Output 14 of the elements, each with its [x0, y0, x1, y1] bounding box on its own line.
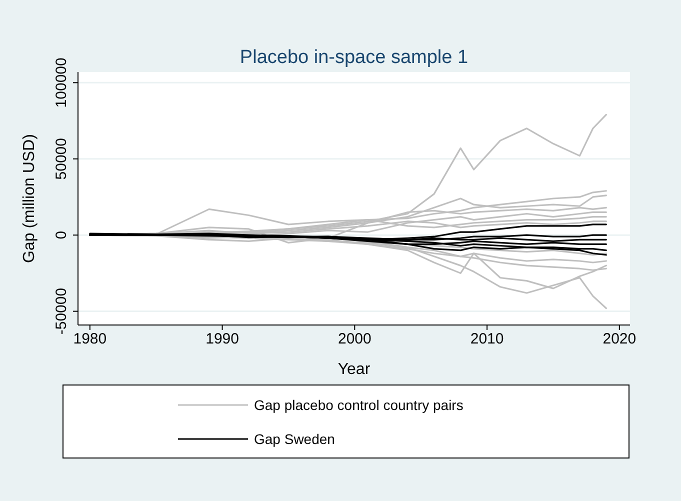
chart-title: Placebo in-space sample 1: [240, 47, 468, 68]
legend-label: Gap placebo control country pairs: [254, 397, 464, 413]
x-tick-label: 2000: [338, 330, 372, 348]
y-tick-label: 0: [53, 230, 70, 240]
x-axis-title: Year: [338, 361, 371, 378]
x-tick-label: 1980: [73, 330, 107, 348]
x-tick-label: 2010: [470, 330, 504, 348]
y-tick-label: 100000: [53, 58, 70, 108]
x-tick-label: 2020: [602, 330, 636, 348]
x-tick-label: 1990: [206, 330, 239, 348]
y-tick-label: -50000: [53, 288, 70, 335]
legend-label: Gap Sweden: [254, 431, 335, 447]
y-axis-title: Gap (million USD): [21, 134, 38, 263]
y-tick-label: 50000: [53, 138, 70, 180]
